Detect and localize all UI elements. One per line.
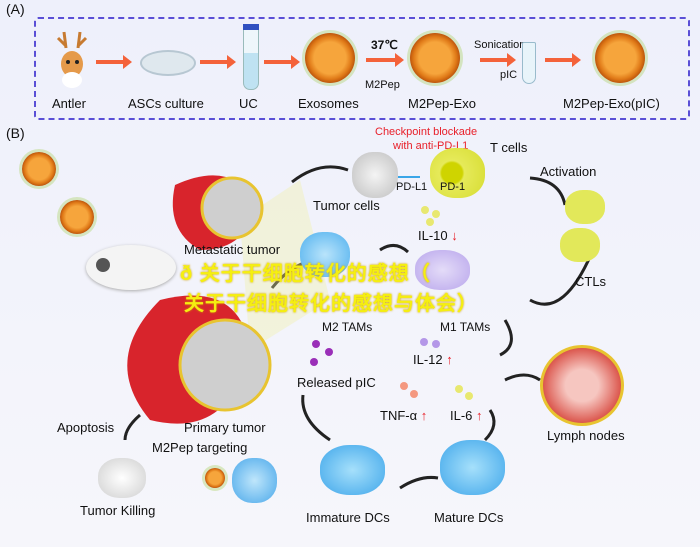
pd-l1-label: PD-L1 (396, 181, 428, 193)
il12-label: IL-12 ↑ (413, 352, 453, 367)
m2pep-exo-pic-icon (595, 33, 645, 83)
ctls-label: CTLs (575, 274, 607, 289)
panel-b-label: (B) (6, 125, 25, 141)
arrow-icon (96, 55, 132, 69)
pic-icon (325, 348, 333, 356)
t-cell-icon (430, 148, 485, 198)
tumor-cell-icon (352, 152, 398, 198)
cytokine-icon (465, 392, 473, 400)
cytokine-icon (426, 218, 434, 226)
arrow-icon (545, 53, 581, 67)
cytokine-icon (432, 340, 440, 348)
arrow-icon (264, 55, 300, 69)
m2-tam-icon (300, 232, 350, 277)
released-pic-label: Released pIC (297, 375, 376, 390)
cytokine-icon (400, 382, 408, 390)
il10-label: IL-10 ↓ (418, 228, 458, 243)
step-label: Exosomes (298, 96, 359, 111)
step-label: ASCs culture (128, 96, 204, 111)
temperature-label: 37℃ (371, 38, 398, 52)
m2-tams-label: M2 TAMs (322, 320, 373, 334)
step-label: M2Pep-Exo (408, 96, 476, 111)
mature-dcs-label: Mature DCs (434, 510, 504, 525)
tumor-killing-label: Tumor Killing (80, 503, 156, 518)
checkpoint-label: Checkpoint blockade (375, 125, 477, 140)
tube-icon (243, 24, 259, 90)
up-arrow-icon: ↑ (476, 408, 483, 423)
t-cells-label: T cells (490, 140, 528, 155)
macrophage-icon (232, 458, 277, 503)
pic-icon (310, 358, 318, 366)
arrow-icon (200, 55, 236, 69)
m2pep-targeting-label: M2Pep targeting (152, 440, 248, 455)
cytokine-icon (421, 206, 429, 214)
cytokine-icon (420, 338, 428, 346)
eppendorf-tube-icon (522, 42, 536, 84)
up-arrow-icon: ↑ (446, 352, 453, 367)
m1-tams-label: M1 TAMs (440, 320, 491, 334)
dead-tumor-cell-icon (98, 458, 146, 498)
cytokine-icon (455, 385, 463, 393)
immature-dcs-label: Immature DCs (306, 510, 390, 525)
m2pep-exosome-icon (410, 33, 460, 83)
primary-tumor-label: Primary tumor (184, 420, 266, 435)
checkpoint-text: Checkpoint blockade (375, 126, 478, 138)
lymph-node-icon (540, 345, 624, 426)
deer-icon (52, 30, 92, 90)
exosome-icon (22, 152, 56, 186)
tube-cap-icon (243, 24, 259, 30)
tnf-label: TNF-α ↑ (380, 408, 427, 423)
exosome-icon (305, 33, 355, 83)
il6-text: IL-6 (450, 408, 473, 423)
step-label: UC (239, 96, 258, 111)
metastatic-tumor-label: Metastatic tumor (184, 242, 281, 257)
panel-a-frame (34, 17, 690, 120)
up-arrow-icon: ↑ (420, 408, 428, 423)
apoptosis-label: Apoptosis (57, 420, 115, 435)
cytokine-icon (432, 210, 440, 218)
immature-dc-icon (320, 445, 385, 495)
pic-label: pIC (500, 69, 518, 81)
m2pep-label: M2Pep (365, 79, 400, 91)
sonication-label: Sonication (474, 39, 526, 51)
ctl-cell-icon (560, 228, 600, 262)
panel-a-label: (A) (6, 1, 25, 17)
petri-dish-icon (140, 50, 196, 76)
down-arrow-icon: ↓ (451, 228, 458, 243)
overlay-text-line1: ð 关于干细胞转化的感想（ (180, 263, 431, 285)
m1-tam-icon (415, 250, 470, 290)
step-label: M2Pep-Exo(pIC) (563, 96, 660, 111)
tumor-spot-icon (96, 258, 110, 272)
il6-label: IL-6 ↑ (450, 408, 483, 423)
pic-icon (312, 340, 320, 348)
il10-text: IL-10 (418, 228, 448, 243)
ctl-cell-icon (565, 190, 605, 224)
mature-dc-icon (440, 440, 505, 495)
tumor-cells-label: Tumor cells (313, 198, 380, 213)
activation-label: Activation (540, 164, 597, 179)
exosome-icon (205, 468, 225, 488)
arrow-icon (366, 53, 404, 67)
tnf-text: TNF-α (380, 408, 418, 423)
step-label: Antler (52, 96, 86, 111)
pd-1-label: PD-1 (440, 181, 466, 193)
arrow-icon (480, 53, 516, 67)
exosome-icon (60, 200, 94, 234)
lymph-nodes-label: Lymph nodes (547, 428, 625, 443)
overlay-text-line2: 关于干细胞转化的感想与体会） (184, 293, 478, 315)
cytokine-icon (410, 390, 418, 398)
il12-text: IL-12 (413, 352, 443, 367)
